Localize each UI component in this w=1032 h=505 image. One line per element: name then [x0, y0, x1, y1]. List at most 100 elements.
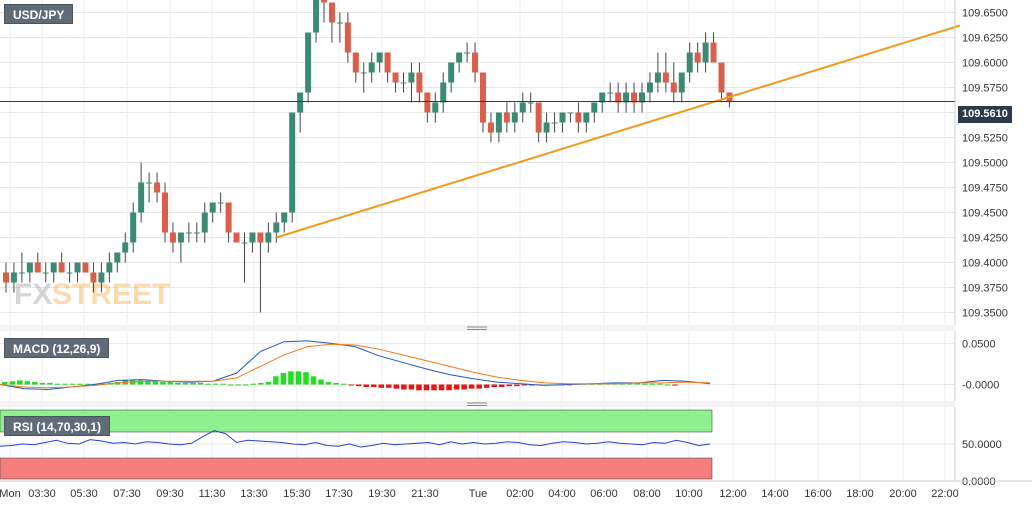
pane-separator-2	[0, 401, 955, 407]
macd-hist-bar	[416, 384, 422, 391]
time-tick-label: Mon	[0, 488, 21, 500]
macd-label[interactable]: MACD (12,26,9)	[4, 338, 110, 358]
macd-hist-bar	[265, 382, 272, 385]
candle	[50, 262, 57, 283]
rsi-label[interactable]: RSI (14,70,30,1)	[4, 416, 111, 436]
rsi-overbought-zone	[0, 409, 713, 433]
candle-body	[416, 72, 423, 93]
candle-body	[662, 72, 669, 83]
symbol-label[interactable]: USD/JPY	[4, 4, 74, 24]
macd-hist-bar	[212, 383, 219, 385]
pane-resize-handle-2[interactable]	[467, 402, 487, 406]
macd-hist-bar	[461, 384, 467, 390]
macd-hist-bar	[303, 372, 309, 385]
candle-body	[670, 82, 677, 93]
macd-tick-label: 0.0500	[962, 338, 996, 350]
macd-hist-bar	[32, 382, 38, 385]
candle	[631, 82, 638, 113]
candle-body	[591, 102, 598, 113]
candle	[448, 62, 455, 93]
candle	[472, 42, 479, 83]
rsi-tick-label: 0.0000	[962, 476, 996, 488]
candle-body	[265, 232, 272, 243]
candle	[623, 82, 630, 113]
candle-body	[654, 72, 661, 83]
candle	[169, 222, 176, 253]
candle	[281, 212, 288, 233]
macd-hist-bar	[152, 381, 159, 385]
candle	[384, 52, 391, 83]
macd-hist-bar	[175, 382, 181, 385]
macd-hist-bar	[197, 382, 204, 385]
time-tick-label: 20:00	[889, 488, 917, 500]
candle	[217, 192, 224, 213]
candle-body	[718, 62, 725, 93]
candle	[328, 2, 335, 43]
macd-hist-bar	[318, 379, 324, 385]
price-tick-label: 109.4750	[962, 183, 1008, 195]
candle-body	[487, 122, 494, 133]
candle	[678, 72, 685, 103]
candle	[193, 222, 200, 243]
candle-body	[34, 262, 41, 273]
macd-hist-bar	[355, 384, 362, 387]
candle	[464, 42, 471, 63]
macd-hist-bar	[160, 382, 166, 385]
candle-body	[599, 92, 606, 103]
macd-hist-bar	[589, 383, 595, 385]
candle-body	[233, 232, 240, 243]
candle-body	[710, 42, 717, 63]
candle-body	[42, 272, 49, 274]
time-tick-label: 12:00	[719, 488, 747, 500]
candle-body	[146, 182, 153, 184]
macd-hist-bar	[393, 384, 400, 389]
macd-hist-bar	[295, 371, 302, 385]
time-tick-label: 13:30	[240, 488, 268, 500]
candle	[607, 82, 614, 103]
candle	[352, 52, 359, 83]
candle	[18, 252, 25, 283]
candle	[58, 252, 65, 273]
macd-hist-bar	[47, 382, 53, 385]
candle	[591, 102, 598, 123]
candle	[480, 72, 486, 133]
candle-body	[66, 272, 73, 274]
candle-body	[138, 182, 145, 213]
candle-body	[583, 112, 590, 123]
macd-hist-bar	[642, 383, 648, 385]
candle	[98, 262, 105, 293]
candle-body	[154, 182, 161, 193]
trendline[interactable]	[276, 24, 961, 239]
candle-body	[241, 242, 248, 244]
macd-hist-bar	[2, 382, 8, 385]
macd-hist-bar	[401, 384, 407, 390]
candle	[654, 52, 661, 93]
candle-body	[257, 232, 264, 243]
candle-body	[646, 82, 653, 93]
pane-resize-handle-1[interactable]	[467, 326, 487, 330]
macd-hist-bar	[672, 384, 678, 386]
macd-hist-bar	[431, 384, 437, 391]
macd-hist-bar	[476, 384, 482, 389]
macd-hist-bar	[664, 384, 671, 386]
candle-body	[352, 52, 359, 73]
candle	[583, 112, 590, 133]
candle-body	[185, 232, 192, 234]
macd-hist-bar	[24, 381, 31, 385]
candle-body	[503, 112, 510, 123]
candle	[34, 252, 41, 273]
candle-body	[201, 212, 208, 233]
candle	[694, 42, 701, 73]
time-tick-label: 21:30	[411, 488, 439, 500]
candle-body	[114, 252, 121, 263]
candle	[122, 232, 129, 263]
candle-body	[82, 262, 89, 273]
candle	[3, 262, 9, 293]
macd-hist-bar	[280, 373, 287, 385]
candlestick-series	[3, 0, 733, 313]
candle	[559, 112, 566, 133]
candle-body	[376, 52, 383, 63]
candle	[130, 202, 137, 253]
macd-hist-bar	[378, 384, 385, 388]
